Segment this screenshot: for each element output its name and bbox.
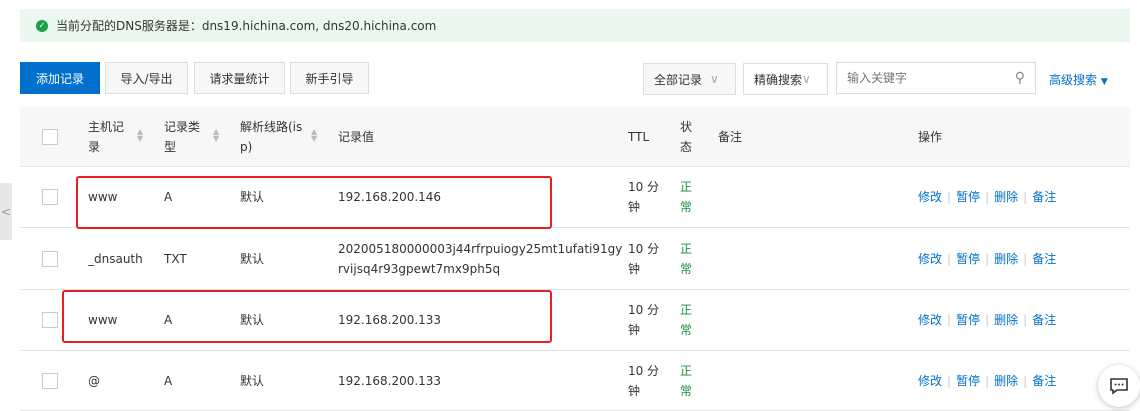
status-cell: 正常 <box>680 180 693 214</box>
edit-link[interactable]: 修改 <box>918 373 943 388</box>
caret-down-icon: ▼ <box>1100 77 1108 87</box>
dns-server-banner: ✓ 当前分配的DNS服务器是：dns19.hichina.com, dns20.… <box>20 9 1130 42</box>
delete-link[interactable]: 删除 <box>994 313 1019 327</box>
status-cell: 正常 <box>680 363 693 398</box>
value-cell: 192.168.200.133 <box>338 373 442 388</box>
row-checkbox[interactable] <box>42 189 58 205</box>
table-header: 主机记录 ▲ ▼ 记录类型 ▲ ▼ 解析线路(isp) ▲ ▼ 记录值 TTL 状态 … <box>20 107 1130 167</box>
status-cell: 正常 <box>680 303 693 337</box>
row-actions: 修改 | 暂停 | 删除 | 备注 <box>918 373 1057 388</box>
value-cell: 192.168.200.133 <box>338 313 442 327</box>
chevron-down-icon: ∨ <box>802 72 811 86</box>
line-cell: 默认 <box>240 190 265 204</box>
check-circle-icon: ✓ <box>36 19 48 32</box>
host-cell: www <box>88 313 118 327</box>
host-cell: _dnsauth <box>88 251 143 266</box>
header-ops: 操作 <box>918 129 943 144</box>
pause-link[interactable]: 暂停 <box>956 373 981 388</box>
header-ttl: TTL <box>628 129 650 144</box>
header-type[interactable]: 记录类型 <box>164 119 201 154</box>
note-link[interactable]: 备注 <box>1032 313 1057 327</box>
type-cell: TXT <box>164 251 187 266</box>
ttl-cell: 10 分钟 <box>628 180 660 214</box>
note-link[interactable]: 备注 <box>1032 190 1057 204</box>
note-link[interactable]: 备注 <box>1032 251 1057 266</box>
type-cell: A <box>164 190 173 204</box>
header-value: 记录值 <box>338 129 375 144</box>
import-export-button[interactable]: 导入/导出 <box>105 62 188 94</box>
record-filter-value: 全部记录 <box>654 72 703 87</box>
sort-icon[interactable]: ▲ ▼ <box>137 126 144 143</box>
header-line[interactable]: 解析线路(isp) <box>240 119 303 154</box>
host-cell: www <box>88 190 118 204</box>
header-status: 状态 <box>680 119 693 154</box>
search-box[interactable]: ⚲ <box>836 62 1036 94</box>
delete-link[interactable]: 删除 <box>994 373 1019 388</box>
advanced-search-label: 高级搜索 <box>1049 73 1098 87</box>
status-cell: 正常 <box>680 241 693 276</box>
banner-text: 当前分配的DNS服务器是：dns19.hichina.com, dns20.hi… <box>56 19 437 33</box>
header-note: 备注 <box>718 129 743 144</box>
chevron-left-icon: < <box>0 204 12 219</box>
delete-link[interactable]: 删除 <box>994 190 1019 204</box>
guide-button[interactable]: 新手引导 <box>290 62 369 94</box>
table-row: _dnsauth TXT 默认 202005180000003j44rfrpui… <box>20 228 1130 290</box>
select-all-checkbox[interactable] <box>42 128 58 145</box>
request-stats-button[interactable]: 请求量统计 <box>194 62 285 94</box>
row-checkbox[interactable] <box>42 250 58 267</box>
record-filter-select[interactable]: 全部记录 ∨ <box>643 63 736 95</box>
pause-link[interactable]: 暂停 <box>956 190 981 204</box>
search-mode-select[interactable]: 精确搜索 ∨ <box>743 63 828 95</box>
table-row: www A 默认 192.168.200.133 10 分钟 正常 修改 | 暂停 |… <box>20 290 1130 351</box>
chat-icon <box>1110 378 1128 395</box>
value-cell: 202005180000003j44rfrpuiogy25mt1ufati91g… <box>338 241 623 276</box>
line-cell: 默认 <box>240 313 265 327</box>
ttl-cell: 10 分钟 <box>628 363 660 398</box>
ttl-cell: 10 分钟 <box>628 241 660 276</box>
row-actions: 修改 | 暂停 | 删除 | 备注 <box>918 251 1057 266</box>
search-input[interactable] <box>847 71 997 85</box>
ttl-cell: 10 分钟 <box>628 303 660 337</box>
chevron-down-icon: ∨ <box>710 72 719 86</box>
line-cell: 默认 <box>240 251 265 266</box>
edit-link[interactable]: 修改 <box>918 251 943 266</box>
search-icon[interactable]: ⚲ <box>1014 70 1025 86</box>
edit-link[interactable]: 修改 <box>918 313 943 327</box>
row-actions: 修改 | 暂停 | 删除 | 备注 <box>918 313 1057 327</box>
edit-link[interactable]: 修改 <box>918 190 943 204</box>
add-record-button[interactable]: 添加记录 <box>20 62 100 94</box>
host-cell: @ <box>88 373 100 388</box>
line-cell: 默认 <box>240 373 265 388</box>
pause-link[interactable]: 暂停 <box>956 313 981 327</box>
type-cell: A <box>164 313 173 327</box>
row-actions: 修改 | 暂停 | 删除 | 备注 <box>918 190 1057 204</box>
collapse-sidebar-tab[interactable]: < <box>0 183 12 240</box>
table-row: www A 默认 192.168.200.146 10 分钟 正常 修改 | 暂停 |… <box>20 167 1130 228</box>
delete-link[interactable]: 删除 <box>994 251 1019 266</box>
highlight-box <box>76 176 552 229</box>
advanced-search-link[interactable]: 高级搜索 ▼ <box>1049 71 1108 88</box>
type-cell: A <box>164 373 173 388</box>
sort-icon[interactable]: ▲ ▼ <box>311 126 318 143</box>
search-mode-value: 精确搜索 <box>754 72 803 87</box>
sort-icon[interactable]: ▲ ▼ <box>213 126 220 143</box>
pause-link[interactable]: 暂停 <box>956 251 981 266</box>
note-link[interactable]: 备注 <box>1032 373 1057 388</box>
value-cell: 192.168.200.146 <box>338 190 442 204</box>
highlight-box <box>62 290 552 343</box>
header-host[interactable]: 主机记录 <box>88 119 125 154</box>
row-checkbox[interactable] <box>42 372 58 389</box>
chat-button[interactable] <box>1098 365 1140 407</box>
row-checkbox[interactable] <box>42 312 58 328</box>
table-row: @ A 默认 192.168.200.133 10 分钟 正常 修改 | 暂停 | 删除… <box>20 351 1130 411</box>
